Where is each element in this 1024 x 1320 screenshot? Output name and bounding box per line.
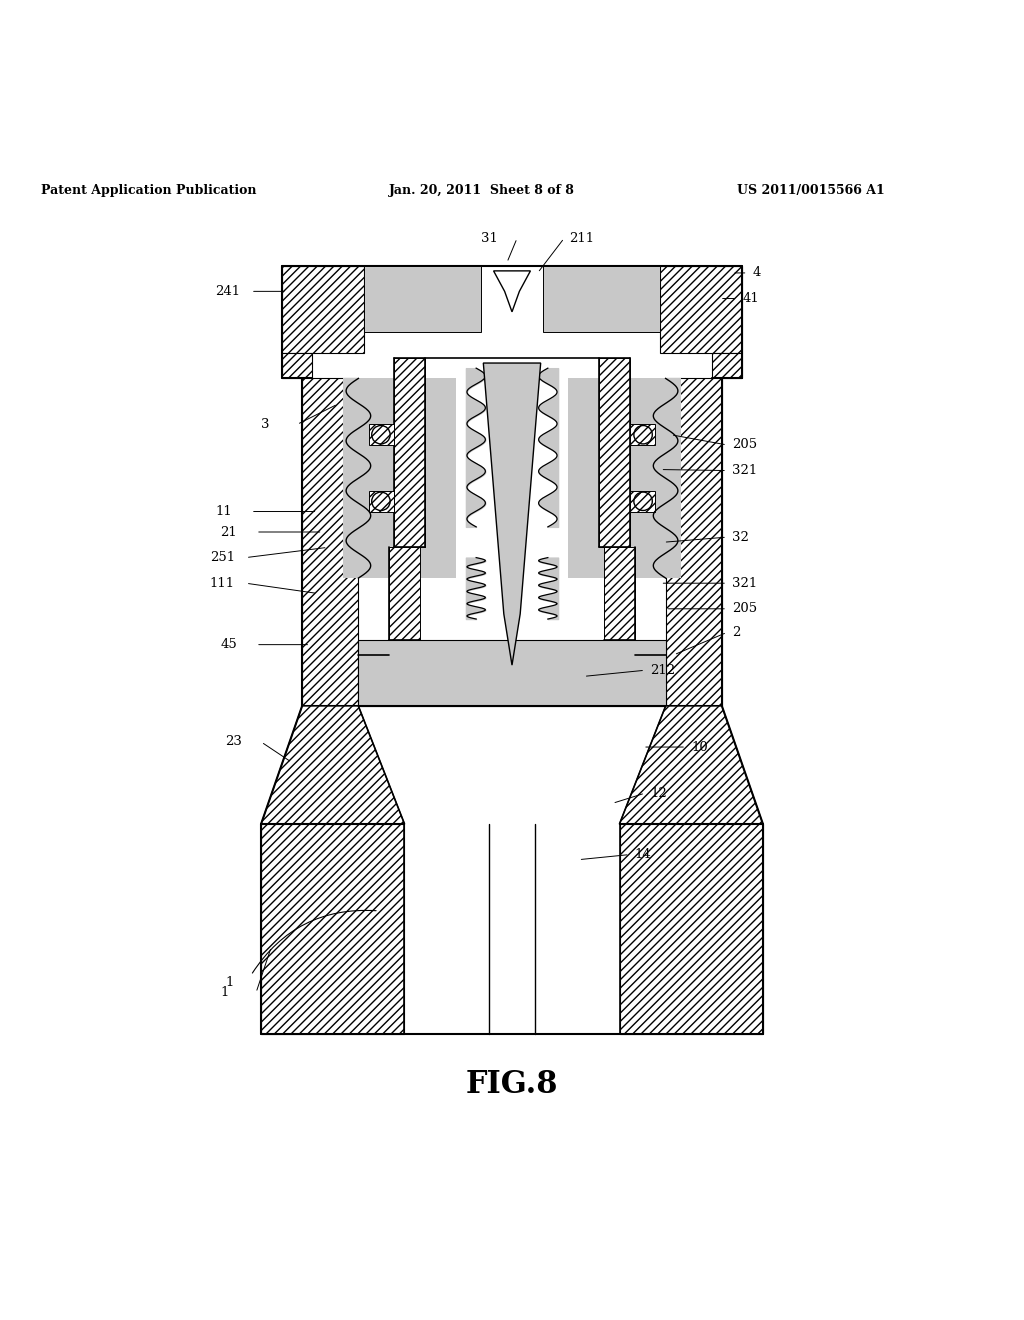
Text: 251: 251 [210, 552, 236, 564]
Polygon shape [282, 265, 364, 352]
Text: 212: 212 [650, 664, 676, 677]
Text: FIG.8: FIG.8 [466, 1069, 558, 1101]
Polygon shape [343, 379, 456, 578]
Polygon shape [494, 271, 530, 312]
Polygon shape [394, 358, 425, 548]
Text: 211: 211 [569, 231, 595, 244]
Text: 205: 205 [732, 438, 758, 451]
Text: 3: 3 [261, 418, 269, 430]
Polygon shape [369, 491, 394, 512]
Text: 21: 21 [220, 525, 237, 539]
Text: 31: 31 [481, 231, 498, 244]
Text: 1: 1 [220, 986, 228, 999]
Text: 321: 321 [732, 577, 758, 590]
Polygon shape [369, 425, 394, 445]
Text: 2: 2 [732, 626, 740, 639]
Text: 10: 10 [691, 741, 708, 754]
Polygon shape [261, 824, 404, 1034]
Text: 205: 205 [732, 602, 758, 615]
Polygon shape [604, 548, 635, 639]
Polygon shape [599, 358, 630, 548]
Text: 4: 4 [753, 267, 761, 280]
Polygon shape [620, 824, 763, 1034]
Text: 45: 45 [220, 638, 237, 651]
Polygon shape [660, 265, 742, 352]
Polygon shape [261, 706, 404, 824]
Text: 41: 41 [742, 292, 759, 305]
Text: 241: 241 [215, 285, 241, 298]
Text: 12: 12 [650, 787, 667, 800]
Text: 111: 111 [210, 577, 236, 590]
Polygon shape [364, 265, 481, 333]
Polygon shape [483, 363, 541, 665]
Polygon shape [358, 639, 666, 706]
Text: 32: 32 [732, 531, 749, 544]
Text: 23: 23 [225, 735, 242, 748]
Text: 14: 14 [635, 847, 651, 861]
Polygon shape [630, 491, 655, 512]
Polygon shape [389, 548, 420, 639]
Polygon shape [543, 265, 660, 333]
Text: Jan. 20, 2011  Sheet 8 of 8: Jan. 20, 2011 Sheet 8 of 8 [389, 183, 575, 197]
Text: US 2011/0015566 A1: US 2011/0015566 A1 [737, 183, 885, 197]
Text: 1: 1 [225, 975, 233, 989]
Polygon shape [666, 379, 722, 706]
Text: 321: 321 [732, 465, 758, 477]
Polygon shape [568, 379, 681, 578]
Text: 11: 11 [215, 506, 231, 517]
Polygon shape [712, 352, 742, 379]
Polygon shape [620, 706, 763, 824]
Text: Patent Application Publication: Patent Application Publication [41, 183, 256, 197]
Polygon shape [630, 425, 655, 445]
Polygon shape [282, 352, 312, 379]
Polygon shape [302, 379, 358, 706]
